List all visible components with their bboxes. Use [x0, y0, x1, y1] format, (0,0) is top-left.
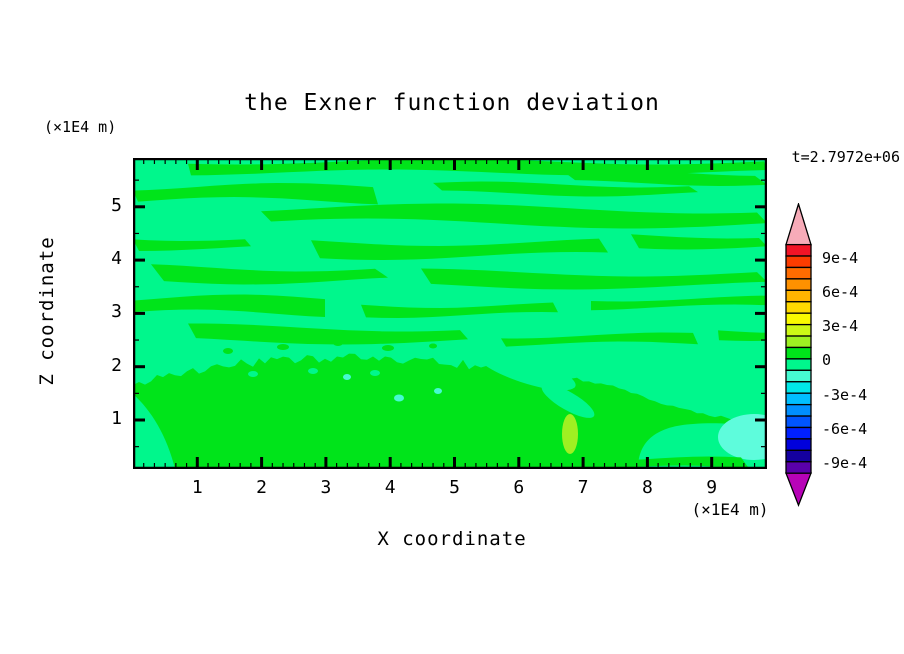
turquoise-speck	[343, 374, 351, 380]
colorbar-segment	[785, 346, 812, 360]
colorbar-segment	[785, 403, 812, 417]
chart-title: the Exner function deviation	[244, 90, 660, 116]
green-speck	[333, 340, 343, 346]
mint-speck	[370, 370, 380, 376]
green-contour-band	[133, 183, 378, 205]
green-contour-band	[361, 302, 558, 318]
green-contour-band	[133, 294, 325, 317]
z-axis-unit-label: (×1E4 m)	[44, 118, 117, 136]
green-lower-mass	[133, 353, 767, 469]
x-axis-unit-label: (×1E4 m)	[691, 500, 769, 519]
colorbar-level-label: -9e-4	[822, 454, 868, 473]
turquoise-speck	[434, 388, 442, 394]
z-tick-label: 4	[111, 248, 122, 270]
green-contour-band	[718, 330, 767, 341]
green-contour-band	[311, 238, 608, 260]
x-tick-label: 4	[384, 477, 396, 498]
x-tick-label: 7	[577, 477, 589, 498]
mint-speck	[248, 371, 258, 377]
colorbar-level-label: -6e-4	[822, 419, 868, 438]
green-contour-band	[433, 181, 698, 197]
green-contour-band	[591, 295, 767, 311]
green-contour-band	[188, 323, 468, 345]
colorbar-level-label: -3e-4	[822, 385, 868, 404]
green-contour-band	[563, 170, 767, 186]
colorbar-segment	[785, 449, 812, 463]
green-contour-band	[421, 268, 767, 290]
colorbar-segment	[785, 392, 812, 406]
z-axis-title: Z coordinate	[36, 236, 58, 386]
mint-wedge-bottom-left	[133, 394, 175, 469]
colorbar-segment	[785, 426, 812, 440]
green-contour-band	[631, 234, 767, 250]
x-tick-label: 2	[256, 477, 268, 498]
plot-frame	[133, 158, 767, 469]
z-tick-label: 5	[111, 194, 122, 216]
colorbar-segment	[785, 301, 812, 314]
colorbar-segment	[785, 278, 812, 291]
green-contour-band	[261, 203, 767, 229]
contour-field-canvas	[133, 158, 767, 469]
z-tick-label: 1	[111, 408, 122, 429]
x-tick-label: 3	[320, 477, 332, 498]
colorbar-segment	[785, 266, 812, 280]
colorbar-segment	[785, 369, 812, 383]
colorbar-under-arrow	[785, 472, 812, 507]
mint-tongue	[476, 349, 576, 391]
colorbar	[785, 203, 812, 507]
colorbar-level-label: 6e-4	[822, 282, 859, 301]
z-tick-label: 2	[111, 354, 122, 376]
green-contour-band	[151, 264, 388, 285]
x-tick-label: 5	[449, 477, 460, 498]
x-axis-title: X coordinate	[377, 528, 527, 550]
colorbar-segment	[785, 381, 812, 394]
colorbar-level-label: 0	[822, 351, 832, 370]
x-tick-label: 9	[706, 477, 718, 498]
colorbar-segment	[785, 335, 812, 349]
mint-speck	[308, 368, 318, 374]
x-tick-label: 8	[641, 477, 653, 498]
green-contour-band	[501, 332, 698, 347]
colorbar-segment	[785, 289, 812, 303]
colorbar-segment	[785, 415, 812, 429]
green-speck	[382, 345, 394, 351]
mint-tongue	[541, 384, 595, 418]
green-speck	[223, 348, 233, 354]
colorbar-segment	[785, 323, 812, 337]
colorbar-segment	[785, 461, 812, 474]
green-speck	[429, 343, 437, 349]
turquoise-patch-right-edge	[718, 414, 767, 460]
colorbar-segment	[785, 255, 812, 269]
x-tick-label: 6	[513, 477, 525, 498]
turquoise-speck	[394, 394, 404, 402]
z-tick-label: 3	[111, 301, 122, 323]
colorbar-level-label: 3e-4	[822, 317, 859, 336]
colorbar-segment	[785, 438, 812, 451]
x-tick-label: 1	[191, 477, 203, 498]
green-speck	[277, 344, 289, 350]
colorbar-segment	[785, 358, 812, 371]
time-annotation: t=2.7972e+06	[791, 148, 900, 166]
chartreuse-blob	[562, 414, 578, 454]
colorbar-level-label: 9e-4	[822, 248, 859, 267]
plot-area	[133, 158, 767, 469]
green-contour-band	[133, 239, 251, 251]
colorbar-segment	[785, 312, 812, 326]
colorbar-over-arrow	[785, 203, 812, 246]
colorbar-segment	[785, 243, 812, 257]
